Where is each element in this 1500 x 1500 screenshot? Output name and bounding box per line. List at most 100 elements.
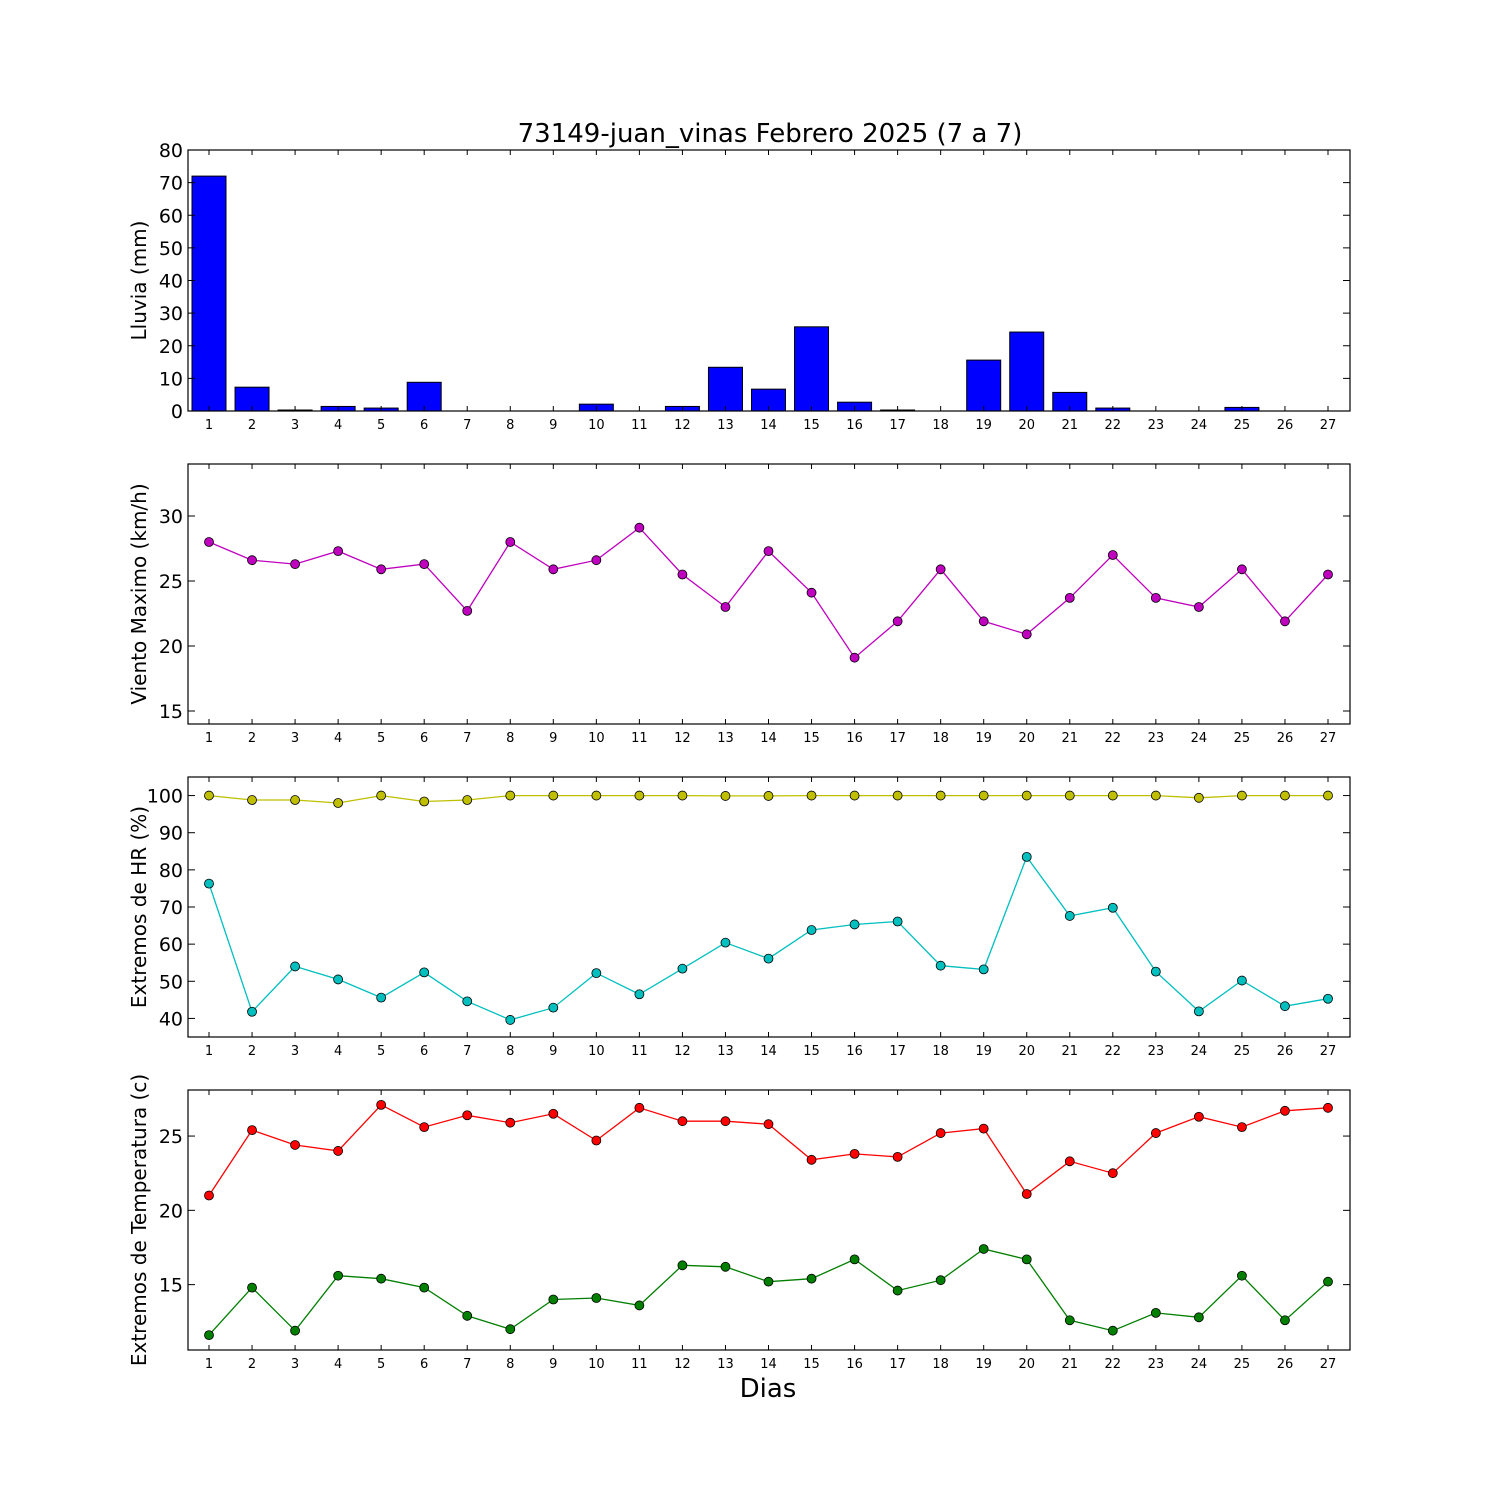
lluvia-x-tick-label: 26 bbox=[1277, 418, 1294, 433]
temperatura-point bbox=[290, 1140, 300, 1150]
viento-point bbox=[1237, 564, 1247, 575]
lluvia-x-tick-label: 27 bbox=[1320, 418, 1337, 433]
temperatura-x-tick-label: 23 bbox=[1148, 1357, 1165, 1372]
lluvia-x-tick-label: 11 bbox=[631, 418, 648, 433]
temperatura-point bbox=[1193, 1312, 1204, 1323]
viento-point bbox=[591, 555, 602, 566]
lluvia-y-tick-label: 0 bbox=[171, 401, 183, 423]
temperatura-point bbox=[1280, 1315, 1290, 1326]
lluvia-y-tick-label: 40 bbox=[159, 271, 183, 293]
viento-x-tick-label: 14 bbox=[760, 731, 777, 746]
humedad-x-tick-label: 12 bbox=[674, 1044, 691, 1059]
viento-x-tick-label: 1 bbox=[205, 731, 213, 746]
humedad-point bbox=[204, 878, 214, 889]
temperatura-y-tick-label: 20 bbox=[159, 1200, 183, 1222]
humedad-point bbox=[1021, 790, 1032, 801]
lluvia-bar bbox=[1009, 331, 1045, 412]
temperatura-point bbox=[548, 1108, 559, 1119]
temperatura-x-tick-label: 14 bbox=[760, 1357, 777, 1372]
humedad-x-tick-label: 7 bbox=[463, 1044, 471, 1059]
humedad-x-tick-label: 4 bbox=[334, 1044, 342, 1059]
humedad-x-tick-label: 11 bbox=[631, 1044, 648, 1059]
humedad-point bbox=[935, 960, 946, 971]
temperatura-point bbox=[333, 1146, 344, 1156]
humedad-x-tick-label: 10 bbox=[588, 1044, 605, 1059]
viento-x-tick-label: 23 bbox=[1148, 731, 1165, 746]
temperatura-y-tick-label: 25 bbox=[159, 1126, 183, 1148]
temperatura-point bbox=[1064, 1315, 1075, 1326]
temperatura-point bbox=[892, 1285, 903, 1296]
chart-panels: 1 2 3 4 5 6 7 8 9 10 11 12 13 14 15 16 17 18 19 20 21 22 23 24 2… bbox=[127, 140, 1351, 1372]
humedad-point bbox=[1021, 851, 1032, 862]
temperatura-point bbox=[1237, 1270, 1247, 1281]
temperatura-x-tick-label: 24 bbox=[1191, 1357, 1208, 1372]
temperatura-x-tick-label: 8 bbox=[506, 1357, 514, 1372]
lluvia-x-tick-label: 14 bbox=[760, 418, 777, 433]
temperatura-x-tick-label: 22 bbox=[1105, 1357, 1122, 1372]
temperatura-x-tick-label: 19 bbox=[975, 1357, 992, 1372]
viento-x-tick-label: 3 bbox=[291, 731, 299, 746]
viento-x-tick-label: 26 bbox=[1277, 731, 1294, 746]
humedad-point bbox=[1323, 993, 1333, 1004]
temperatura-point bbox=[419, 1282, 430, 1293]
temperatura-x-tick-label: 16 bbox=[846, 1357, 863, 1372]
viento-x-tick-label: 9 bbox=[549, 731, 557, 746]
humedad-point bbox=[677, 963, 688, 974]
temperatura-point bbox=[806, 1273, 817, 1284]
humedad-point bbox=[1193, 792, 1204, 803]
temperatura-x-tick-label: 25 bbox=[1234, 1357, 1251, 1372]
temperatura-point bbox=[1107, 1168, 1118, 1179]
viento-x-tick-label: 6 bbox=[420, 731, 428, 746]
lluvia-x-tick-label: 12 bbox=[674, 418, 691, 433]
humedad-x-tick-label: 27 bbox=[1320, 1044, 1337, 1059]
humedad-x-tick-label: 24 bbox=[1191, 1044, 1208, 1059]
lluvia-x-tick-label: 25 bbox=[1234, 418, 1251, 433]
humedad-point bbox=[1107, 902, 1118, 913]
temperatura-x-tick-label: 4 bbox=[334, 1357, 342, 1372]
viento-x-tick-label: 24 bbox=[1191, 731, 1208, 746]
temperatura-point bbox=[1021, 1189, 1032, 1199]
humedad-point bbox=[892, 790, 903, 801]
viento-x-tick-label: 19 bbox=[975, 731, 992, 746]
humedad-x-tick-label: 1 bbox=[205, 1044, 213, 1059]
temperatura-point bbox=[849, 1254, 860, 1265]
lluvia-x-tick-label: 7 bbox=[463, 418, 471, 433]
humedad-point bbox=[591, 968, 602, 979]
lluvia-x-tick-label: 23 bbox=[1148, 418, 1165, 433]
temperatura-point bbox=[634, 1102, 645, 1113]
humedad-x-tick-label: 15 bbox=[803, 1044, 820, 1059]
lluvia-y-axis-label: Lluvia (mm) bbox=[127, 221, 151, 341]
viento-point bbox=[763, 546, 774, 556]
lluvia-x-tick-label: 18 bbox=[932, 418, 949, 433]
humedad-point bbox=[634, 790, 645, 801]
humedad-x-tick-label: 2 bbox=[248, 1044, 256, 1059]
temperatura-point bbox=[204, 1190, 214, 1201]
viento-x-tick-label: 22 bbox=[1105, 731, 1122, 746]
temperatura-point bbox=[763, 1276, 774, 1287]
humedad-point bbox=[849, 919, 860, 930]
lluvia-bar bbox=[794, 326, 830, 412]
lluvia-x-tick-label: 22 bbox=[1105, 418, 1122, 433]
temperatura-point bbox=[1021, 1254, 1032, 1265]
temperatura-point bbox=[935, 1128, 946, 1138]
viento-point bbox=[1323, 569, 1333, 580]
lluvia-x-tick-label: 20 bbox=[1018, 418, 1035, 433]
humedad-point bbox=[1280, 1001, 1290, 1012]
viento-x-tick-label: 15 bbox=[803, 731, 820, 746]
temperatura-point bbox=[1237, 1122, 1247, 1133]
humedad-point bbox=[806, 790, 817, 801]
humedad-point bbox=[376, 992, 387, 1003]
lluvia-y-tick-label: 50 bbox=[159, 238, 183, 260]
lluvia-bar bbox=[966, 359, 1002, 412]
humedad-point bbox=[591, 790, 602, 801]
viento-x-tick-label: 11 bbox=[631, 731, 648, 746]
humedad-point bbox=[247, 1006, 257, 1017]
humedad-x-tick-label: 23 bbox=[1148, 1044, 1165, 1059]
viento-x-tick-label: 21 bbox=[1061, 731, 1078, 746]
viento-point bbox=[1107, 550, 1118, 560]
temperatura-x-tick-label: 21 bbox=[1061, 1357, 1078, 1372]
temperatura-point bbox=[1150, 1128, 1161, 1138]
humedad-x-tick-label: 8 bbox=[506, 1044, 514, 1059]
